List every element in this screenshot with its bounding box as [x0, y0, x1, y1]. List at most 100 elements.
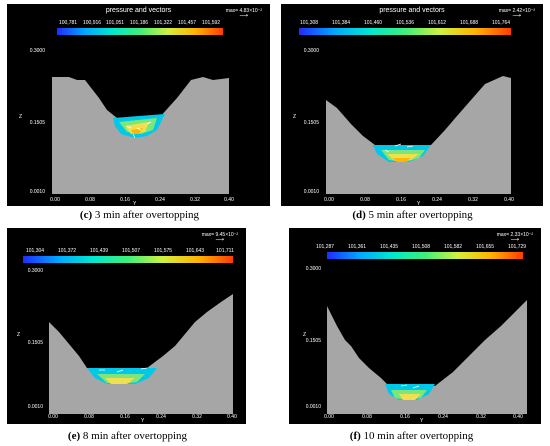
- z-tick: 0.3000: [29, 48, 45, 54]
- colorbar-tick: 101,372: [57, 248, 77, 254]
- y-tick: 0.16: [120, 414, 130, 420]
- terrain-plot-d: [326, 76, 511, 194]
- colorbar-tick: 101,764: [491, 20, 511, 26]
- caption-letter: (e): [67, 430, 81, 442]
- colorbar-tick: 101,536: [395, 20, 415, 26]
- z-axis-label: Z: [303, 332, 307, 338]
- simulation-panel-f: max= 2.33×10⁻² ⟶ 101,287 101,361 101,435…: [289, 228, 541, 424]
- z-tick: 0.0010: [303, 189, 319, 195]
- caption-letter: (c): [79, 209, 93, 221]
- y-tick: 0.24: [155, 197, 165, 203]
- colorbar-tick: 101,051: [105, 20, 125, 26]
- colorbar-tick: 100,781: [58, 20, 78, 26]
- colorbar-tick: 101,186: [129, 20, 149, 26]
- colorbar-tick: 101,655: [475, 244, 495, 250]
- max-vector-label: max= 9.45×10⁻²: [201, 232, 238, 238]
- embankment-profile: [49, 294, 233, 414]
- y-axis-label: Y: [420, 418, 424, 424]
- max-vector-label: max= 4.83×10⁻²: [225, 8, 262, 14]
- y-tick: 0.00: [324, 197, 334, 203]
- colorbar-tick: 101,507: [121, 248, 141, 254]
- z-tick: 0.1505: [303, 120, 319, 126]
- z-tick: 0.1505: [29, 120, 45, 126]
- caption-d: (d) 5 min after overtopping: [277, 209, 548, 221]
- colorbar-tick: 101,688: [459, 20, 479, 26]
- max-vector-label: max= 2.33×10⁻²: [496, 232, 533, 238]
- colorbar-tick: 101,361: [347, 244, 367, 250]
- y-tick: 0.24: [432, 197, 442, 203]
- y-axis-label: Y: [133, 201, 137, 206]
- caption-c: (c) 3 min after overtopping: [4, 209, 275, 221]
- colorbar-tick: 101,384: [331, 20, 351, 26]
- y-tick: 0.40: [504, 197, 514, 203]
- colorbar-tick: 101,643: [185, 248, 205, 254]
- y-tick: 0.32: [468, 197, 478, 203]
- colorbar-tick: 101,457: [177, 20, 197, 26]
- colorbar-tick: 101,592: [201, 20, 221, 26]
- colorbar-tick: 101,729: [507, 244, 527, 250]
- colorbar-tick: 101,582: [443, 244, 463, 250]
- max-vector-legend: max= 2.33×10⁻² ⟶: [497, 232, 533, 243]
- y-tick: 0.40: [224, 197, 234, 203]
- y-tick: 0.08: [360, 197, 370, 203]
- y-axis-label: Y: [417, 201, 421, 206]
- z-axis-label: Z: [293, 114, 297, 120]
- z-tick: 0.0010: [305, 404, 321, 410]
- pressure-colorbar: [327, 252, 523, 259]
- y-tick: 0.40: [227, 414, 237, 420]
- simulation-panel-d: pressure and vectors max= 2.42×10⁻² ⟶ 10…: [281, 4, 543, 206]
- y-tick: 0.00: [324, 414, 334, 420]
- z-tick: 0.3000: [305, 266, 321, 272]
- y-tick: 0.40: [513, 414, 523, 420]
- z-tick: 0.0010: [27, 404, 43, 410]
- y-tick: 0.08: [85, 197, 95, 203]
- arrow-icon: ⟶: [510, 237, 520, 243]
- colorbar-tick: 101,304: [25, 248, 45, 254]
- arrow-icon: ⟶: [512, 13, 522, 19]
- y-axis-label: Y: [141, 418, 145, 424]
- y-tick: 0.00: [50, 197, 60, 203]
- z-tick: 0.1505: [305, 338, 321, 344]
- colorbar-tick: 101,612: [427, 20, 447, 26]
- y-tick: 0.16: [400, 414, 410, 420]
- colorbar-tick: 101,435: [379, 244, 399, 250]
- pressure-colorbar: [23, 256, 233, 263]
- caption-text: 8 min after overtopping: [80, 430, 188, 442]
- colorbar-tick: 101,308: [299, 20, 319, 26]
- z-tick: 0.1505: [27, 340, 43, 346]
- y-tick: 0.32: [192, 414, 202, 420]
- colorbar-tick: 101,287: [315, 244, 335, 250]
- terrain-plot-c: [52, 77, 229, 194]
- arrow-icon: ⟶: [215, 237, 225, 243]
- y-tick: 0.00: [48, 414, 58, 420]
- colorbar-tick: 100,916: [82, 20, 102, 26]
- z-tick: 0.3000: [27, 268, 43, 274]
- y-tick: 0.24: [156, 414, 166, 420]
- y-tick: 0.32: [190, 197, 200, 203]
- embankment-profile: [327, 300, 527, 414]
- y-tick: 0.32: [476, 414, 486, 420]
- simulation-panel-c: pressure and vectors max= 4.83×10⁻² ⟶ 10…: [7, 4, 270, 206]
- simulation-panel-e: max= 9.45×10⁻² ⟶ 101,304 101,372 101,439…: [7, 228, 246, 424]
- caption-e: (e) 8 min after overtopping: [0, 430, 263, 442]
- y-tick: 0.24: [438, 414, 448, 420]
- y-tick: 0.08: [362, 414, 372, 420]
- z-tick: 0.0010: [29, 189, 45, 195]
- y-tick: 0.16: [396, 197, 406, 203]
- y-tick: 0.08: [84, 414, 94, 420]
- caption-letter: (f): [349, 430, 361, 442]
- caption-letter: (d): [352, 209, 366, 221]
- colorbar-tick: 101,322: [153, 20, 173, 26]
- terrain-plot-e: [49, 294, 233, 414]
- max-vector-legend: max= 2.42×10⁻² ⟶: [499, 8, 535, 19]
- colorbar-tick: 101,439: [89, 248, 109, 254]
- arrow-icon: ⟶: [239, 13, 249, 19]
- z-tick: 0.3000: [303, 48, 319, 54]
- caption-text: 3 min after overtopping: [92, 209, 200, 221]
- max-vector-legend: max= 4.83×10⁻² ⟶: [226, 8, 262, 19]
- max-vector-label: max= 2.42×10⁻²: [498, 8, 535, 14]
- caption-text: 10 min after overtopping: [360, 430, 474, 442]
- z-axis-label: Z: [19, 114, 23, 120]
- plot-title: pressure and vectors: [379, 7, 445, 14]
- plot-title: pressure and vectors: [105, 7, 172, 14]
